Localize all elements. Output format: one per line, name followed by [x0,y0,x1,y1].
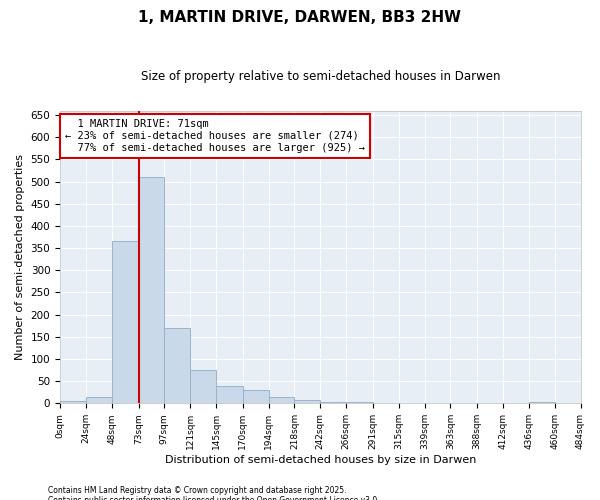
Bar [86,396,112,404]
Bar [529,402,554,404]
Text: 1, MARTIN DRIVE, DARWEN, BB3 2HW: 1, MARTIN DRIVE, DARWEN, BB3 2HW [139,10,461,25]
Text: Contains HM Land Registry data © Crown copyright and database right 2025.: Contains HM Land Registry data © Crown c… [48,486,347,495]
Bar [216,386,243,404]
Bar [295,400,320,404]
Text: 1 MARTIN DRIVE: 71sqm
← 23% of semi-detached houses are smaller (274)
  77% of s: 1 MARTIN DRIVE: 71sqm ← 23% of semi-deta… [65,120,365,152]
Y-axis label: Number of semi-detached properties: Number of semi-detached properties [15,154,25,360]
Bar [60,401,86,404]
Bar [269,396,295,404]
Bar [112,242,139,404]
Title: Size of property relative to semi-detached houses in Darwen: Size of property relative to semi-detach… [140,70,500,83]
Bar [190,370,216,404]
Bar [139,177,164,404]
Text: Contains public sector information licensed under the Open Government Licence v3: Contains public sector information licen… [48,496,380,500]
Bar [243,390,269,404]
Bar [164,328,190,404]
Bar [346,402,373,404]
Bar [320,402,346,404]
X-axis label: Distribution of semi-detached houses by size in Darwen: Distribution of semi-detached houses by … [164,455,476,465]
